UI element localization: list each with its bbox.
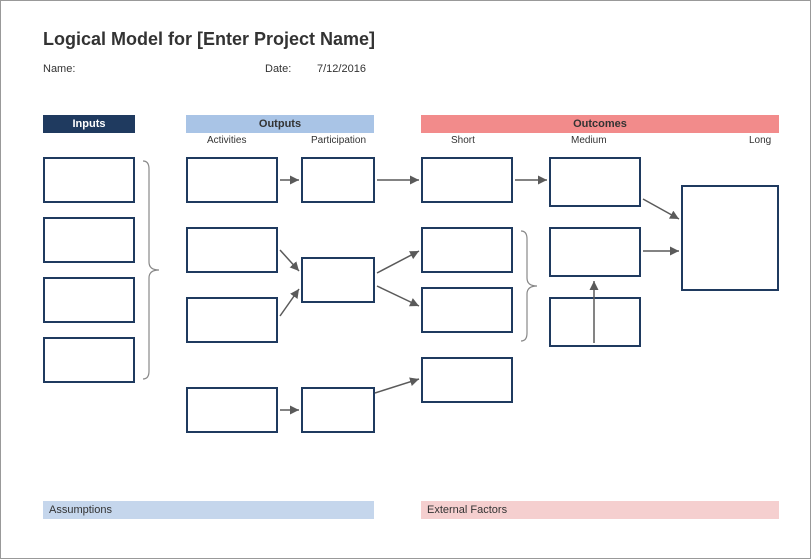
short-box-3 <box>421 357 513 403</box>
diagram-page: Logical Model for [Enter Project Name] N… <box>0 0 811 559</box>
arrow-5 <box>280 289 299 316</box>
activities-box-3 <box>186 387 278 433</box>
short-box-0 <box>421 157 513 203</box>
activities-sublabel: Activities <box>207 135 246 146</box>
page-title: Logical Model for [Enter Project Name] <box>43 29 375 50</box>
arrow-6 <box>377 251 419 273</box>
inputs-box-1 <box>43 217 135 263</box>
participation-box-1 <box>301 257 375 303</box>
date-value: 7/12/2016 <box>317 63 366 75</box>
short-box-1 <box>421 227 513 273</box>
inputs-header: Inputs <box>43 115 135 133</box>
long-box-0 <box>681 185 779 291</box>
external-factors-bar: External Factors <box>421 501 779 519</box>
date-label: Date: <box>265 63 291 75</box>
participation-box-0 <box>301 157 375 203</box>
arrow-3 <box>643 199 679 219</box>
brace-0 <box>143 161 159 379</box>
brace-1 <box>521 231 537 341</box>
assumptions-bar: Assumptions <box>43 501 374 519</box>
arrow-4 <box>280 250 299 271</box>
short-sublabel: Short <box>451 135 475 146</box>
arrow-9 <box>375 379 419 393</box>
arrow-7 <box>377 286 419 306</box>
medium-box-1 <box>549 227 641 277</box>
long-sublabel: Long <box>749 135 771 146</box>
participation-box-2 <box>301 387 375 433</box>
inputs-box-3 <box>43 337 135 383</box>
medium-box-0 <box>549 157 641 207</box>
activities-box-2 <box>186 297 278 343</box>
medium-sublabel: Medium <box>571 135 607 146</box>
participation-sublabel: Participation <box>311 135 366 146</box>
name-label: Name: <box>43 63 75 75</box>
outputs-header: Outputs <box>186 115 374 133</box>
medium-box-2 <box>549 297 641 347</box>
activities-box-1 <box>186 227 278 273</box>
outcomes-header: Outcomes <box>421 115 779 133</box>
inputs-box-0 <box>43 157 135 203</box>
inputs-box-2 <box>43 277 135 323</box>
short-box-2 <box>421 287 513 333</box>
activities-box-0 <box>186 157 278 203</box>
